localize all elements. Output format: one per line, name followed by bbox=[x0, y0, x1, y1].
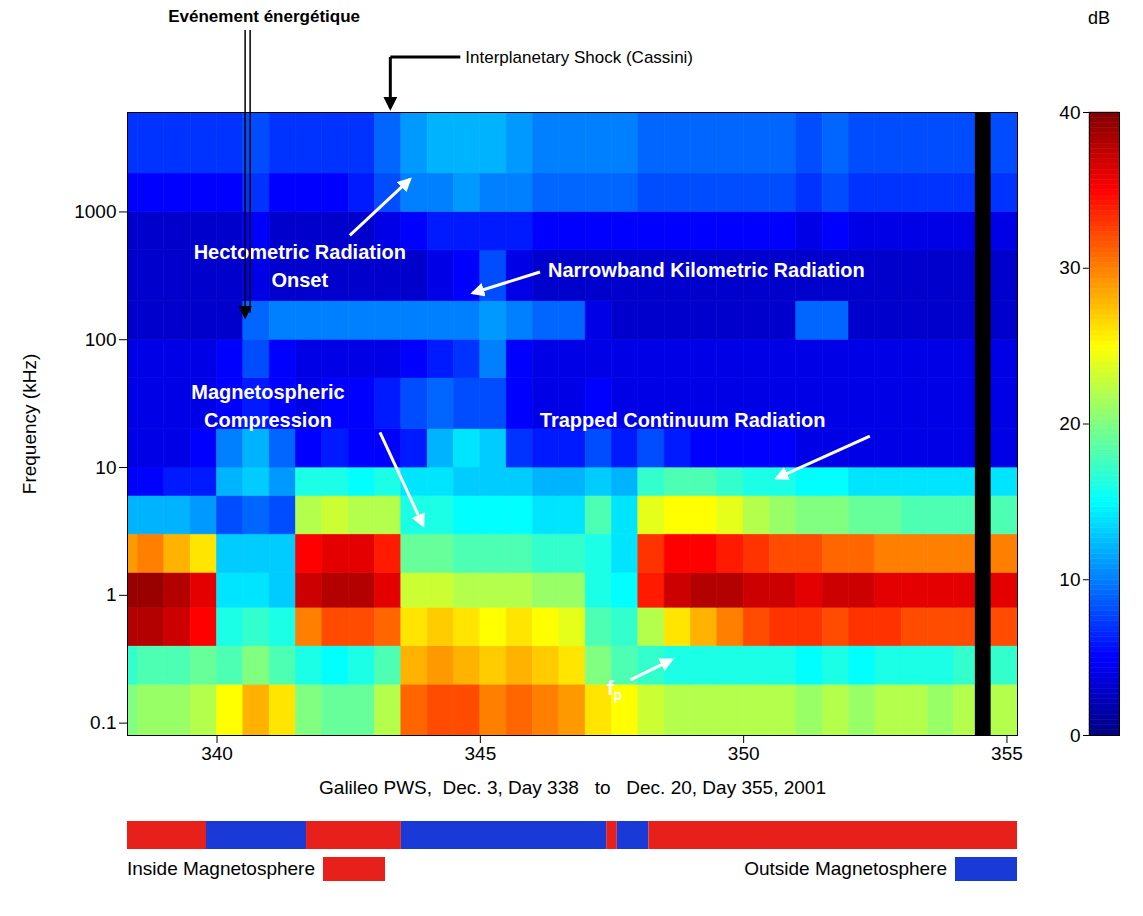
svg-text:100: 100 bbox=[85, 329, 117, 350]
svg-text:0.1: 0.1 bbox=[90, 712, 116, 733]
svg-text:Trapped Continuum Radiation: Trapped Continuum Radiation bbox=[540, 409, 826, 431]
svg-text:1000: 1000 bbox=[74, 201, 116, 222]
svg-text:Galileo PWS, Dec. 3, Day 338: Galileo PWS, Dec. 3, Day 338 to Dec. 20,… bbox=[319, 777, 826, 798]
svg-text:fp: fp bbox=[607, 677, 622, 703]
svg-text:20: 20 bbox=[1059, 413, 1080, 434]
svg-text:0: 0 bbox=[1070, 725, 1081, 746]
svg-text:Frequency (kHz): Frequency (kHz) bbox=[19, 354, 40, 494]
svg-text:40: 40 bbox=[1059, 102, 1080, 123]
html-text:Inside Magnetosphere: Inside Magnetosphere bbox=[127, 858, 315, 879]
svg-text:355: 355 bbox=[991, 743, 1023, 764]
svg-text:MagnetosphericCompression: MagnetosphericCompression bbox=[191, 381, 344, 431]
svg-text:10: 10 bbox=[1059, 569, 1080, 590]
svg-text:345: 345 bbox=[464, 743, 496, 764]
svg-text:Narrowband Kilometric Radiatio: Narrowband Kilometric Radiation bbox=[548, 259, 865, 281]
svg-text:Evénement énergétique: Evénement énergétique bbox=[168, 7, 360, 26]
svg-text:1: 1 bbox=[106, 584, 117, 605]
svg-text:10: 10 bbox=[95, 457, 116, 478]
svg-text:350: 350 bbox=[728, 743, 760, 764]
svg-text:Hectometric RadiationOnset: Hectometric RadiationOnset bbox=[194, 241, 406, 291]
svg-text:dB: dB bbox=[1088, 8, 1110, 28]
svg-text:Interplanetary Shock (Cassini): Interplanetary Shock (Cassini) bbox=[465, 48, 693, 67]
svg-text:30: 30 bbox=[1059, 257, 1080, 278]
html-text:Outside Magnetosphere: Outside Magnetosphere bbox=[744, 858, 947, 879]
svg-text:340: 340 bbox=[201, 743, 233, 764]
